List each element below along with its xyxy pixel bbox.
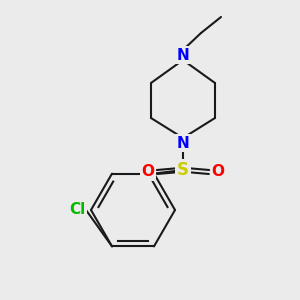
Text: Cl: Cl [69,202,85,217]
Text: N: N [177,47,189,62]
Text: N: N [177,136,189,151]
Text: O: O [212,164,224,179]
Text: S: S [177,161,189,179]
Text: O: O [142,164,154,179]
